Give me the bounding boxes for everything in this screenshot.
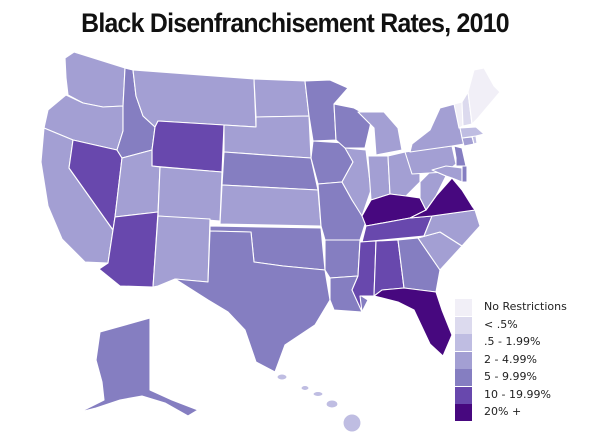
map-title: Black Disenfranchisement Rates, 2010 [81,8,509,38]
state-ga[interactable] [397,237,441,293]
legend-item: 10 - 19.99% [455,386,585,405]
legend-item: 5 - 9.99% [455,369,585,387]
legend-swatch [455,386,472,404]
legend-label: .5 - 1.99% [484,335,541,348]
state-ak[interactable] [79,317,199,417]
state-mi[interactable] [357,111,403,156]
state-fl[interactable] [373,287,453,357]
legend-swatch [455,351,472,369]
legend-item: 2 - 4.99% [455,351,585,370]
state-me[interactable] [467,67,501,125]
state-tx[interactable] [174,230,331,373]
legend-swatch [455,299,472,316]
legend-item: < .5% [455,316,585,335]
state-il[interactable] [341,147,372,217]
state-de[interactable] [461,165,468,183]
state-ma[interactable] [459,126,485,139]
legend-swatch [455,334,472,351]
state-nm[interactable] [152,215,211,288]
state-wy[interactable] [151,120,225,173]
state-ar[interactable] [324,239,361,279]
legend-swatch [455,316,472,334]
state-nd[interactable] [253,78,310,118]
state-nj[interactable] [453,145,467,167]
legend-item: No Restrictions [455,299,585,317]
legend-label: 20% + [484,405,522,418]
legend-label: 2 - 4.99% [484,352,537,366]
state-wi[interactable] [333,103,373,149]
state-ne[interactable] [221,151,319,191]
legend-swatch [455,404,472,421]
legend-label: No Restrictions [484,300,567,313]
state-co[interactable] [157,166,223,222]
legend-swatch [455,369,472,386]
legend-item: .5 - 1.99% [455,334,585,352]
state-mt[interactable] [132,69,257,128]
state-hi[interactable] [276,373,362,433]
state-ks[interactable] [219,184,322,227]
legend-label: < .5% [484,317,518,331]
legend-label: 10 - 19.99% [484,387,551,401]
legend-label: 5 - 9.99% [484,370,537,383]
map-legend: No Restrictions < .5% .5 - 1.99% 2 - 4.9… [455,299,585,422]
state-in[interactable] [367,155,391,201]
legend-item: 20% + [455,404,585,422]
